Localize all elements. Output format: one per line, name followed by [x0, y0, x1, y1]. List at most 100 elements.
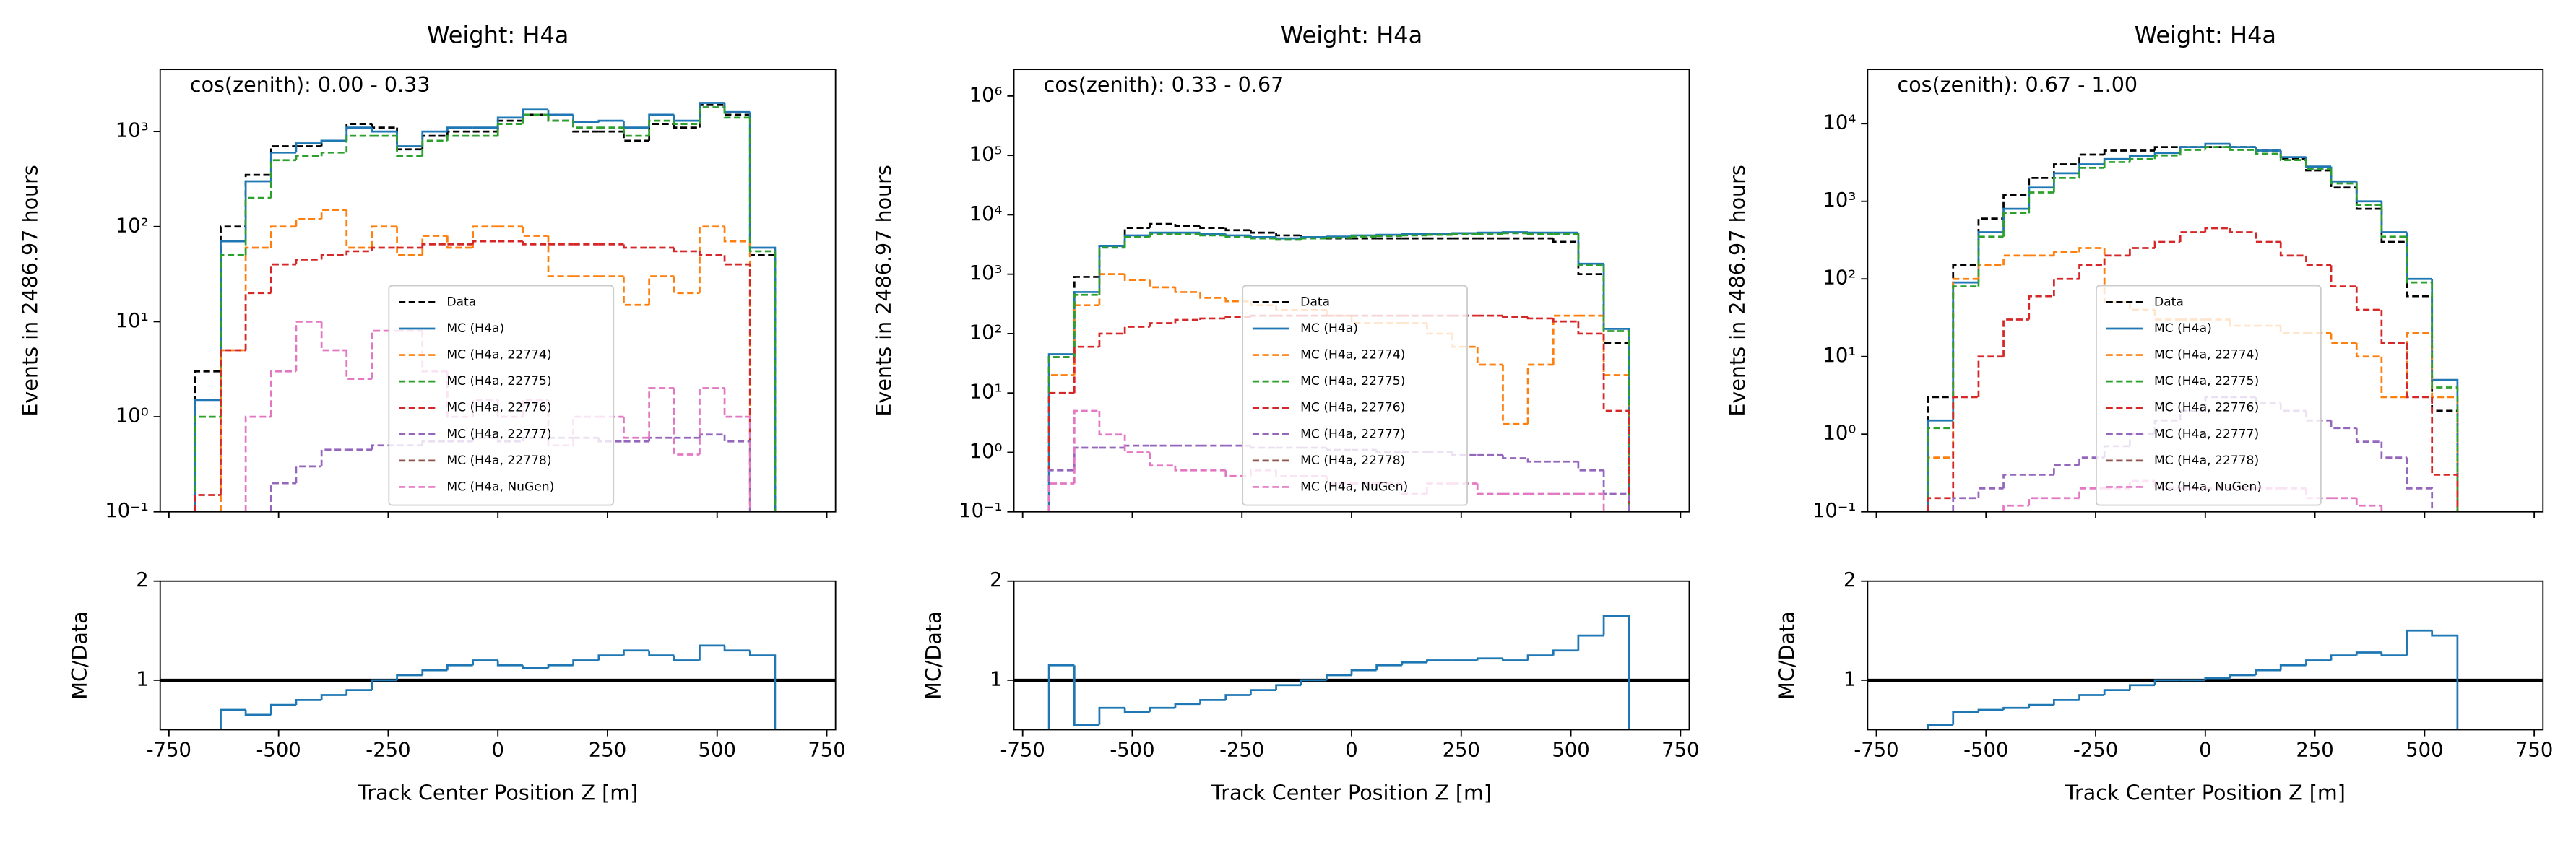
histogram-step: [1552, 649, 1578, 656]
x-tick-label: 250: [589, 739, 626, 762]
histogram-step: [1073, 665, 1099, 726]
histogram-step: [2380, 201, 2408, 233]
histogram-step: [1174, 703, 1201, 708]
histogram-step: [2229, 147, 2256, 151]
histogram-step: [1552, 318, 1578, 323]
histogram-step: [2002, 207, 2029, 233]
histogram-step: [1401, 234, 1427, 237]
histogram-step: [2002, 504, 2029, 512]
histogram-step: [547, 109, 574, 116]
y-tick-label: 10⁻¹: [105, 500, 148, 522]
histogram-step: [748, 114, 777, 512]
histogram-step: [1098, 332, 1125, 347]
histogram-step: [496, 116, 523, 128]
histogram-step: [748, 117, 777, 512]
histogram-step: [446, 126, 473, 132]
histogram-step: [1224, 694, 1251, 700]
histogram-step: [244, 415, 272, 512]
histogram-step: [244, 292, 272, 351]
histogram-step: [2431, 333, 2459, 512]
histogram-step: [673, 388, 700, 456]
histogram-step: [1602, 264, 1630, 512]
histogram-step: [2380, 441, 2408, 459]
y-tick-label: 10⁰: [969, 440, 1003, 463]
histogram-step: [1526, 654, 1554, 661]
histogram-step: [1977, 235, 2004, 287]
legend-label: MC (H4a, 22775): [446, 374, 551, 389]
histogram-step: [1073, 446, 1099, 471]
histogram-step: [2229, 144, 2256, 148]
histogram-step: [345, 126, 372, 141]
histogram-step: [673, 123, 700, 129]
histogram-step: [1199, 225, 1226, 230]
histogram-step: [2380, 652, 2408, 656]
legend-label: MC (H4a, 22777): [446, 427, 551, 441]
histogram-step: [371, 123, 397, 129]
x-tick-label: -750: [147, 739, 191, 762]
histogram-step: [648, 113, 675, 128]
legend-box: [2096, 285, 2322, 506]
axes-frame: [1013, 580, 1690, 731]
histogram-step: [2204, 677, 2231, 680]
y-tick-label: 1: [990, 668, 1002, 690]
histogram-step: [522, 108, 549, 118]
legend-label: MC (H4a, 22775): [1300, 374, 1405, 389]
x-tick-label: -250: [1219, 739, 1264, 762]
histogram-step: [2355, 498, 2382, 507]
panel-title: Weight: H4a: [427, 21, 569, 48]
histogram-step: [1199, 292, 1226, 299]
histogram-step: [1502, 658, 1529, 661]
legend-label: MC (H4a, 22775): [2154, 374, 2259, 389]
histogram-step: [2279, 153, 2307, 161]
histogram-step: [1927, 396, 1953, 512]
legend-label: MC (H4a, 22776): [2154, 401, 2259, 415]
histogram-step: [1502, 364, 1529, 425]
y-tick-label: 10²: [1823, 267, 1856, 290]
histogram-step: [396, 226, 423, 256]
y-tick-label: 10²: [969, 321, 1003, 344]
histogram-step: [2028, 186, 2054, 209]
histogram-step: [648, 436, 675, 442]
histogram-step: [2179, 231, 2205, 242]
histogram-step: [1577, 233, 1604, 265]
x-tick-label: 500: [2406, 739, 2443, 762]
histogram-step: [648, 123, 675, 141]
histogram-step: [295, 321, 322, 372]
legend-label: MC (H4a, 22778): [446, 453, 551, 468]
histogram-step: [2330, 170, 2357, 189]
y-tick-label: 10¹: [969, 381, 1003, 404]
histogram-step: [2380, 505, 2408, 512]
histogram-step: [547, 664, 574, 669]
legend-label: MC (H4a, 22774): [446, 348, 551, 363]
histogram-step: [623, 127, 649, 137]
histogram-step: [1927, 724, 1953, 730]
histogram-step: [2078, 264, 2105, 279]
histogram-step: [2179, 146, 2205, 153]
histogram-step: [1952, 264, 1979, 397]
legend-label: MC (H4a, NuGen): [446, 479, 554, 494]
y-tick-label: 10³: [1823, 189, 1856, 212]
histogram-step: [2380, 310, 2408, 344]
y-axis-label: MC/Data: [1775, 611, 1799, 699]
histogram-step: [295, 259, 322, 265]
histogram-step: [1275, 684, 1302, 690]
histogram-step: [547, 235, 574, 277]
histogram-step: [1426, 659, 1453, 663]
histogram-step: [2052, 698, 2080, 706]
histogram-step: [2431, 282, 2459, 512]
histogram-step: [2028, 497, 2054, 506]
y-tick-label: 10⁴: [1823, 112, 1856, 134]
histogram-step: [1602, 265, 1630, 512]
histogram-step: [1098, 246, 1125, 295]
histogram-step: [295, 465, 322, 484]
histogram-step: [446, 235, 473, 249]
histogram-step: [2078, 247, 2105, 253]
histogram-step: [194, 415, 221, 512]
histogram-step: [723, 645, 751, 652]
histogram-step: [371, 127, 397, 133]
y-tick-label: 10⁰: [116, 405, 149, 427]
histogram-step: [2153, 679, 2181, 685]
histogram-step: [1476, 657, 1503, 661]
annotation: cos(zenith): 0.33 - 0.67: [1044, 72, 1284, 97]
histogram-step: [371, 246, 397, 251]
